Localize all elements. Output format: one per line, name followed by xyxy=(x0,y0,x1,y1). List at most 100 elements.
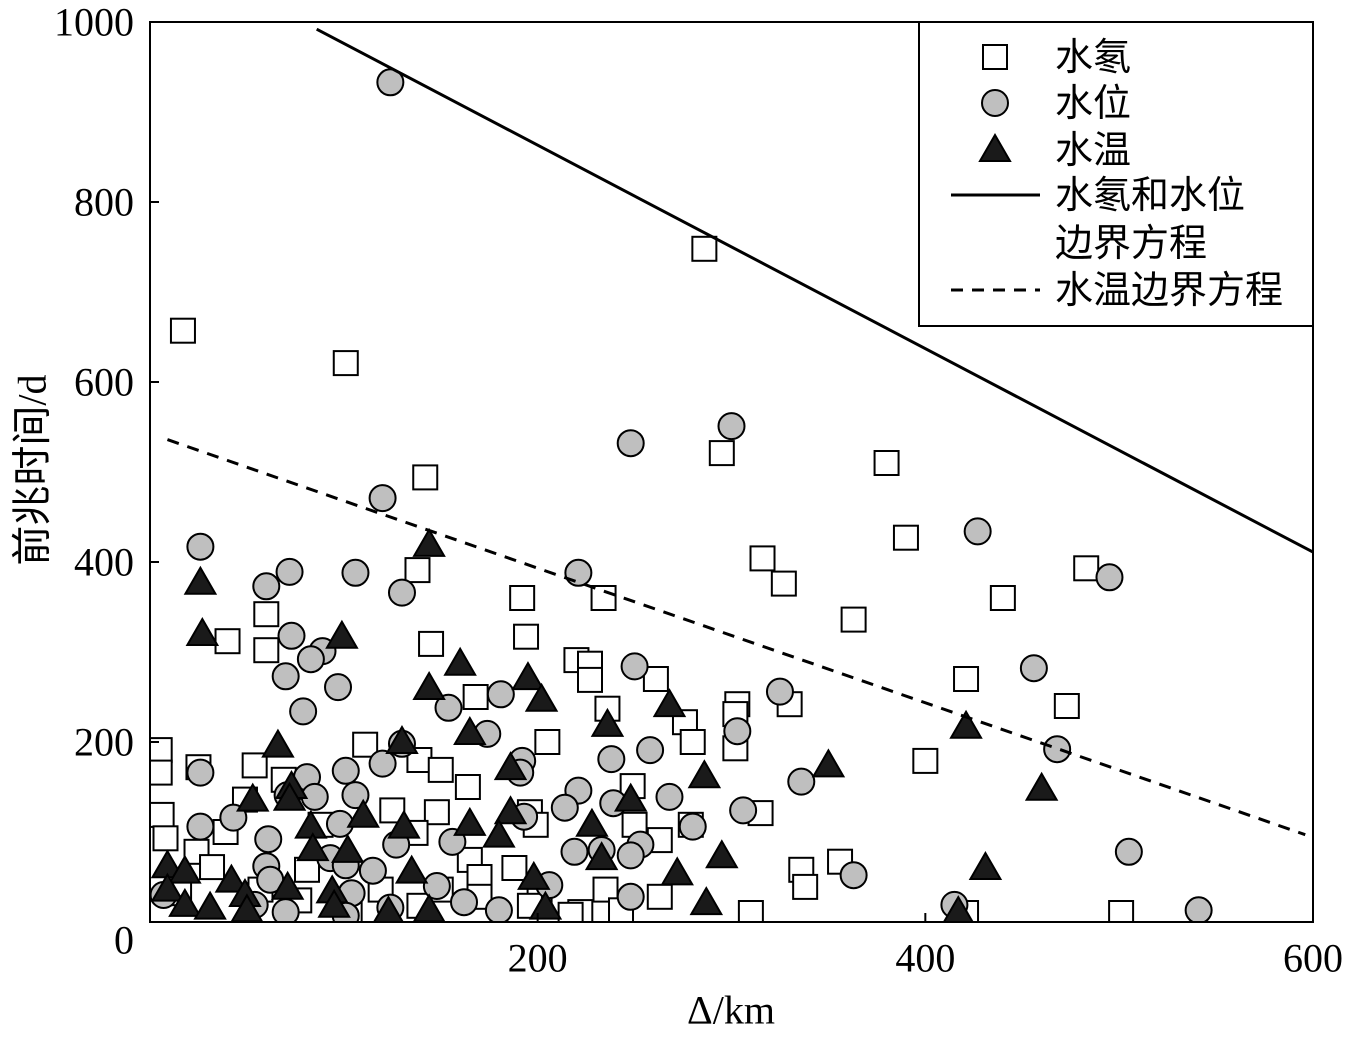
triangle-point xyxy=(1024,771,1059,801)
square-point xyxy=(892,524,919,551)
legend-label: 水位 xyxy=(1055,81,1131,125)
square-point xyxy=(534,729,561,755)
square-point xyxy=(840,606,867,633)
square-point xyxy=(590,585,617,611)
y-tick-label: 600 xyxy=(74,360,134,405)
circle-point xyxy=(765,677,794,706)
square-point xyxy=(418,630,445,657)
circle-point xyxy=(620,652,649,681)
triangle-point xyxy=(968,850,1003,880)
triangle-point xyxy=(214,863,249,893)
circle-point xyxy=(252,572,281,601)
triangle-point xyxy=(394,854,429,884)
triangle-point xyxy=(330,833,365,863)
circle-point xyxy=(616,841,645,870)
triangle-point xyxy=(660,856,694,886)
triangle-point xyxy=(687,759,722,789)
legend-box xyxy=(918,21,1314,327)
circle-point xyxy=(787,767,816,796)
circle-point xyxy=(597,745,626,774)
circle-point xyxy=(368,749,397,778)
circle-point xyxy=(358,856,387,885)
triangle-point xyxy=(590,707,625,737)
square-point xyxy=(1053,693,1080,719)
circle-point xyxy=(564,558,593,587)
square-point xyxy=(513,623,540,650)
triangle-point xyxy=(453,715,487,745)
circle-point xyxy=(186,758,215,787)
triangle-point xyxy=(236,782,270,812)
circle-point xyxy=(560,837,589,866)
circle-point xyxy=(275,557,304,586)
triangle-point xyxy=(412,670,446,700)
legend-label: 水温边界方程 xyxy=(1055,268,1283,312)
square-point xyxy=(646,883,673,910)
triangle-point xyxy=(296,832,330,862)
circle-point xyxy=(434,693,463,722)
triangle-point xyxy=(942,895,974,922)
x-tick-label: 200 xyxy=(508,936,568,981)
circle-point xyxy=(636,736,665,765)
triangle-point xyxy=(443,646,477,676)
square-point xyxy=(253,637,280,664)
square-point xyxy=(708,440,735,467)
triangle-point xyxy=(811,748,846,778)
square-point xyxy=(642,666,669,692)
x-tick-label: 600 xyxy=(1283,936,1343,981)
square-point xyxy=(792,873,819,900)
square-point xyxy=(352,731,379,758)
circle-point xyxy=(254,825,283,854)
triangle-point xyxy=(193,890,227,920)
circle-point xyxy=(678,812,707,841)
square-point xyxy=(691,235,718,262)
y-tick-label: 0 xyxy=(114,918,134,963)
circle-point xyxy=(616,882,645,911)
circle-point xyxy=(839,861,868,890)
y-tick-label: 1000 xyxy=(54,0,134,45)
triangle-point xyxy=(325,619,359,649)
axis-ticks: 0 200 400 600 800 1000 200 400 600 xyxy=(54,0,1343,981)
triangle-point xyxy=(689,886,724,916)
square-point xyxy=(294,856,321,883)
square-point xyxy=(1073,555,1100,582)
circle-point xyxy=(324,673,353,702)
square-point xyxy=(253,601,280,628)
triangle-point xyxy=(575,807,609,837)
triangle-point xyxy=(346,798,380,828)
triangle-point xyxy=(524,682,559,712)
triangle-point xyxy=(652,688,687,718)
triangle-point xyxy=(493,795,528,825)
circle-point xyxy=(1184,896,1213,922)
boundary-lines xyxy=(166,27,1313,837)
square-point xyxy=(770,570,797,597)
square-series xyxy=(150,235,1135,922)
triangle-point xyxy=(317,888,351,918)
square-point xyxy=(454,774,481,800)
plot-frame xyxy=(149,21,1314,923)
square-point xyxy=(199,854,226,881)
data-points xyxy=(150,68,1213,922)
x-tick-label: 400 xyxy=(895,936,955,981)
square-point xyxy=(404,557,431,584)
circle-point xyxy=(729,796,758,825)
circle-point xyxy=(341,558,370,587)
triangle-point xyxy=(517,860,551,890)
square-point xyxy=(577,666,604,693)
circle-point xyxy=(186,532,215,561)
circle-point xyxy=(271,662,300,691)
circle-point xyxy=(368,484,397,513)
triangle-point xyxy=(511,661,545,691)
circle-point xyxy=(186,812,215,841)
triangle-series xyxy=(150,527,1059,922)
triangle-point xyxy=(168,854,202,884)
triangle-point xyxy=(493,751,528,781)
legend-label: 水氡和水位 xyxy=(1055,173,1245,217)
square-point xyxy=(462,684,489,710)
legend-label: 水温 xyxy=(1055,128,1131,172)
triangle-point xyxy=(584,841,619,871)
circle-point xyxy=(1114,837,1143,866)
circle-series xyxy=(150,68,1213,922)
circle-point xyxy=(277,621,306,650)
square-point xyxy=(150,759,173,786)
